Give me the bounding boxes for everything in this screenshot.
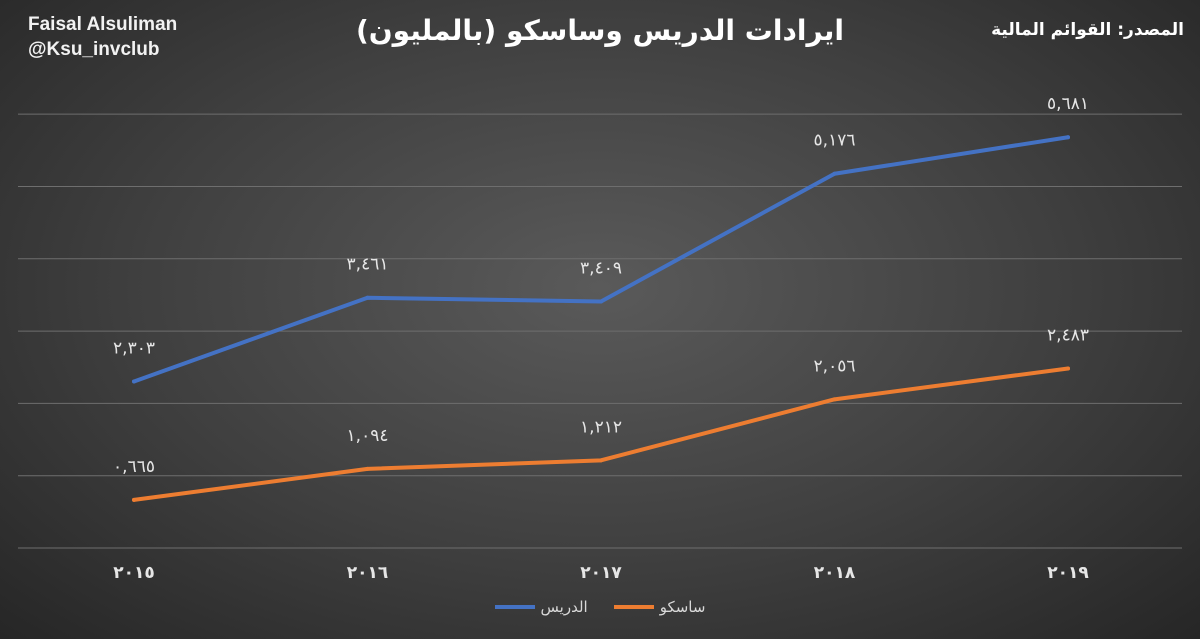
data-point: [132, 379, 136, 384]
data-label: ٢,٠٥٦: [814, 356, 856, 376]
legend-item-series-0: الدريس: [494, 598, 588, 616]
legend-label: ساسكو: [659, 598, 706, 616]
data-label: ٢,٤٨٣: [1047, 325, 1089, 345]
data-label: ٥,٦٨١: [1047, 94, 1089, 114]
legend-item-series-1: ساسكو: [613, 598, 706, 616]
data-label: ٢,٣٠٣: [113, 338, 155, 358]
chart-legend: الدريس ساسكو: [0, 598, 1200, 616]
chart-title: ايرادات الدريس وساسكو (بالمليون): [355, 14, 845, 47]
data-label: ٠,٦٦٥: [113, 457, 155, 477]
data-point: [599, 299, 603, 304]
x-tick-label: ٢٠١٥: [113, 563, 155, 583]
legend-swatch: [494, 605, 535, 609]
data-label: ٣,٤٠٩: [580, 259, 622, 279]
x-tick-label: ٢٠١٨: [814, 563, 856, 583]
data-point: [1066, 366, 1070, 371]
data-point: [832, 171, 837, 176]
data-point: [365, 295, 370, 300]
data-point: [1066, 135, 1070, 140]
legend-label: الدريس: [540, 598, 588, 616]
data-label: ١,٠٩٤: [347, 426, 389, 446]
data-point: [132, 497, 136, 502]
x-tick-label: ٢٠١٧: [580, 563, 622, 583]
data-label: ١,٢١٢: [580, 417, 622, 437]
data-point: [599, 458, 603, 463]
author-block: Faisal Alsuliman @Ksu_invclub: [28, 12, 177, 62]
author-handle: @Ksu_invclub: [28, 39, 160, 60]
x-tick-label: ٢٠١٦: [347, 563, 389, 583]
legend-swatch: [613, 605, 654, 609]
x-tick-label: ٢٠١٩: [1047, 563, 1089, 583]
data-label: ٣,٤٦١: [347, 255, 389, 275]
data-point: [832, 397, 837, 402]
source-note: المصدر: القوائم المالية: [991, 20, 1184, 40]
author-name: Faisal Alsuliman: [28, 14, 178, 35]
data-label: ٥,١٧٦: [814, 131, 856, 151]
data-point: [365, 466, 370, 471]
